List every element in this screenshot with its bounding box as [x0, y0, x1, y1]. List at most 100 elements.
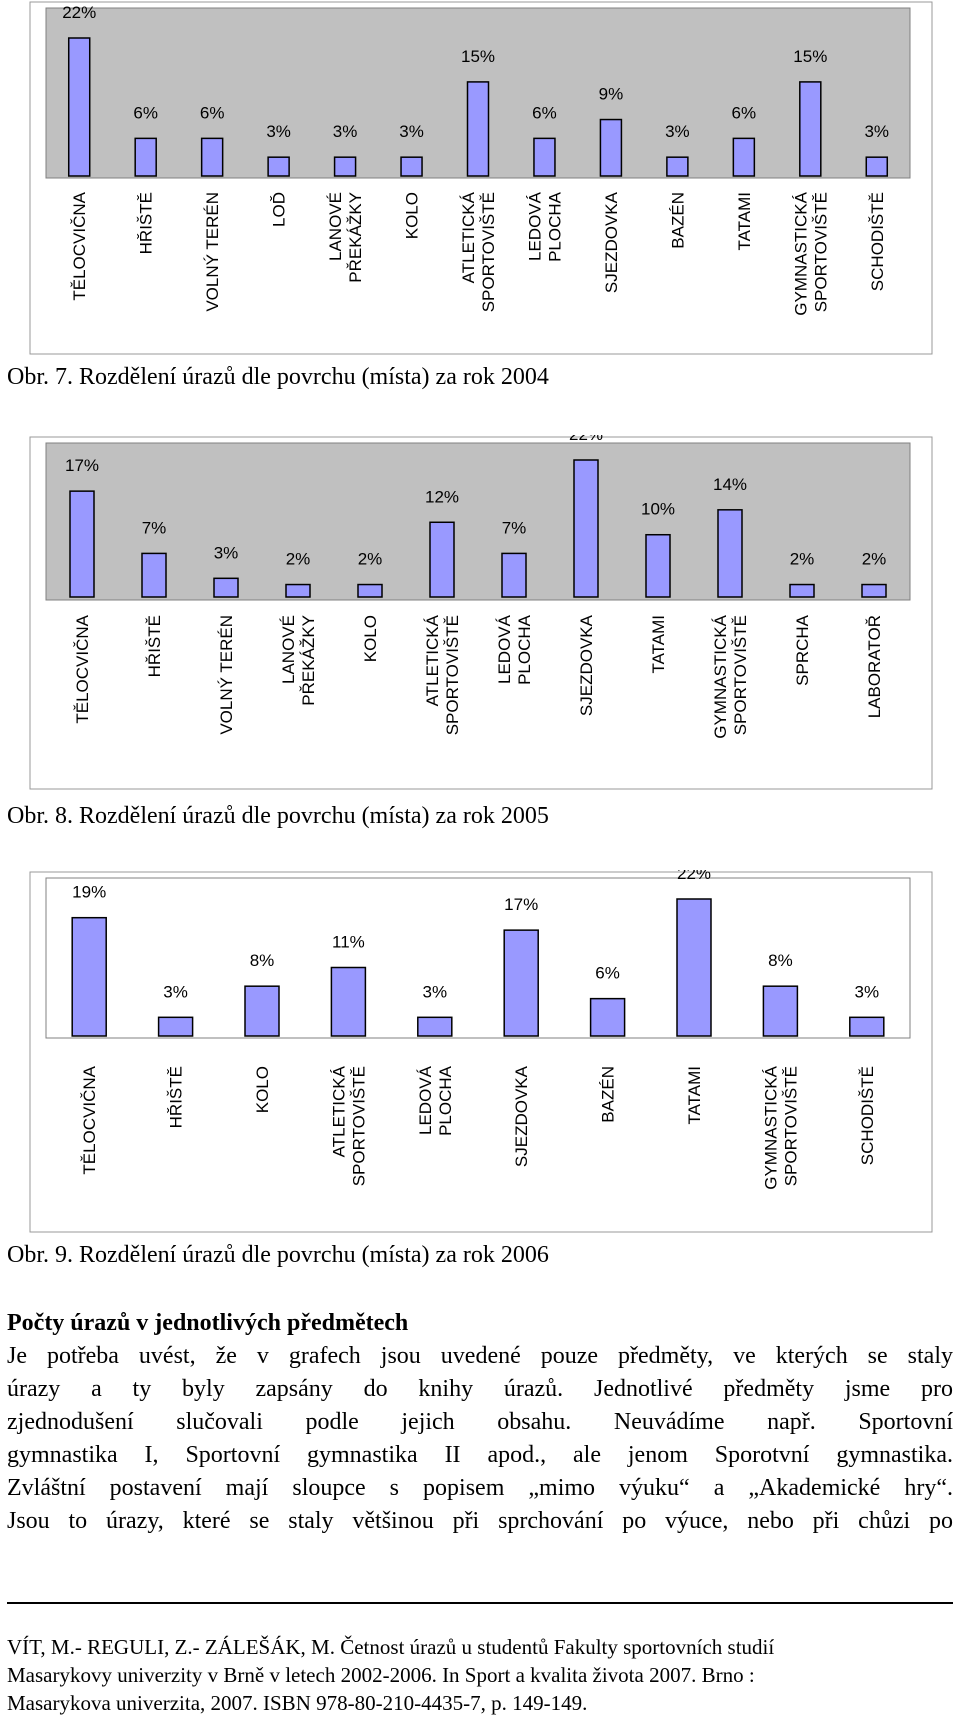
tick-label-line: SPORTOVIŠTĚ [479, 192, 498, 312]
footer-citation-line: Masarykovy univerzity v Brně v letech 20… [7, 1663, 755, 1687]
bar [213, 577, 239, 598]
tick-label: TATAMI [735, 192, 754, 251]
bar [69, 490, 95, 598]
bar [599, 118, 623, 177]
tick-label-line: BAZÉN [668, 192, 687, 249]
tick-label: ATLETICKÁ SPORTOVIŠTĚ [329, 1065, 368, 1186]
tick-label: TĚLOCVIČNA [73, 614, 92, 723]
tick-label: SJEZDOVKA [602, 191, 621, 293]
bar [400, 156, 423, 177]
tick-label-line: GYMNASTICKÁ [791, 191, 810, 315]
paragraph-line: gymnastika I, Sportovní gymnastika II ap… [7, 1442, 953, 1468]
data-label: 17% [504, 895, 538, 914]
tick-label: BAZÉN [668, 192, 687, 249]
tick-label: TĚLOCVIČNA [80, 1065, 99, 1174]
tick-label: GYMNASTICKÁ SPORTOVIŠTĚ [791, 191, 830, 315]
tick-label: HŘIŠTĚ [145, 615, 164, 677]
tick-label-line: SPORTOVIŠTĚ [443, 615, 462, 735]
bar [865, 156, 889, 177]
bar [285, 583, 311, 598]
tick-label-line: ATLETICKÁ [329, 1065, 348, 1157]
bar [645, 533, 671, 598]
paragraph-line: zjednodušení slučovali podle jejich obsa… [7, 1409, 953, 1435]
section-heading: Počty úrazů v jednotlivých předmětech [7, 1310, 409, 1336]
figure-caption-2005: Obr. 8. Rozdělení úrazů dle povrchu (mís… [7, 803, 549, 829]
tick-label: SCHODIŠTĚ [868, 192, 887, 291]
tick-label: LABORATOŘ [865, 615, 884, 718]
tick-label-line: ATLETICKÁ [423, 614, 442, 706]
tick-label: LOĎ [270, 192, 289, 227]
tick-label-line: HŘIŠTĚ [137, 192, 156, 254]
tick-label-line: SCHODIŠTĚ [858, 1066, 877, 1165]
tick-label-line: SJEZDOVKA [602, 191, 621, 293]
data-label: 7% [142, 518, 167, 537]
tick-label-line: SPORTOVIŠTĚ [731, 615, 750, 735]
tick-label-line: LEDOVÁ [495, 614, 514, 684]
tick-label-line: PLOCHA [515, 614, 534, 685]
data-label: 11% [332, 933, 365, 952]
tick-label-line: LANOVÉ [326, 192, 345, 261]
tick-label: VOLNÝ TERÉN [203, 192, 222, 312]
paragraph-line: Je potřeba uvést, že v grafech jsou uved… [7, 1343, 953, 1369]
tick-label: GYMNASTICKÁ SPORTOVIŠTĚ [711, 614, 750, 738]
data-label: 19% [72, 883, 106, 902]
tick-label-line: PŘEKÁŽKY [346, 192, 365, 283]
tick-label: LANOVÉ PŘEKÁŽKY [326, 192, 365, 283]
tick-label-line: VOLNÝ TERÉN [203, 192, 222, 312]
tick-label-line: GYMNASTICKÁ [761, 1065, 780, 1189]
data-label: 6% [532, 103, 557, 122]
tick-label: VOLNÝ TERÉN [217, 615, 236, 735]
tick-label: LEDOVÁ PLOCHA [416, 1065, 455, 1136]
tick-label: KOLO [253, 1066, 272, 1113]
tick-label-line: GYMNASTICKÁ [711, 614, 730, 738]
tick-label: GYMNASTICKÁ SPORTOVIŠTĚ [761, 1065, 800, 1189]
tick-label-line: KOLO [361, 615, 380, 662]
tick-label-line: PLOCHA [545, 191, 564, 262]
bar [666, 156, 689, 177]
bar [573, 459, 599, 598]
tick-label: TATAMI [685, 1066, 704, 1125]
bar [244, 985, 280, 1037]
bar [849, 1016, 885, 1037]
data-label: 3% [855, 982, 880, 1001]
tick-label: BAZÉN [599, 1066, 618, 1123]
data-label: 22% [677, 870, 711, 883]
tick-label: LANOVÉ PŘEKÁŽKY [279, 615, 318, 706]
tick-label-line: KOLO [253, 1066, 272, 1113]
tick-label: HŘIŠTĚ [167, 1066, 186, 1128]
data-label: 3% [163, 982, 188, 1001]
tick-label-line: PLOCHA [436, 1065, 455, 1136]
data-label: 3% [333, 122, 358, 141]
tick-label-line: VOLNÝ TERÉN [217, 615, 236, 735]
tick-label-line: LEDOVÁ [525, 191, 544, 261]
tick-label-line: HŘIŠTĚ [145, 615, 164, 677]
bar [429, 521, 455, 598]
bar [267, 156, 290, 177]
footer-citation-line: VÍT, M.- REGULI, Z.- ZÁLEŠÁK, M. Četnost… [7, 1635, 775, 1659]
plot-area [45, 442, 911, 601]
data-label: 3% [266, 122, 291, 141]
data-label: 9% [599, 85, 624, 104]
tick-label-line: SPRCHA [793, 614, 812, 686]
data-label: 12% [425, 487, 459, 506]
tick-label-line: TĚLOCVIČNA [70, 191, 89, 300]
chart-2004: 22% TĚLOCVIČNA 6% HŘIŠTĚ 6% VOLNÝ TERÉN 3% LOĎ 3… [29, 1, 933, 355]
chart-2005: 17% TĚLOCVIČNA 7% HŘIŠTĚ 3% VOLNÝ TERÉN 2% LANO… [29, 435, 933, 790]
data-label: 22% [62, 3, 96, 22]
footer-divider [7, 1602, 953, 1604]
data-label: 2% [286, 550, 311, 569]
tick-label: ATLETICKÁ SPORTOVIŠTĚ [459, 191, 498, 312]
tick-label-line: HŘIŠTĚ [167, 1066, 186, 1128]
bar [676, 898, 712, 1037]
data-label: 2% [358, 550, 383, 569]
tick-label-line: SCHODIŠTĚ [868, 192, 887, 291]
paragraph-line: úrazy a ty byly zapsány do knihy úrazů. … [7, 1376, 953, 1402]
tick-label: SPRCHA [793, 614, 812, 686]
bar [71, 916, 107, 1037]
bar [789, 583, 815, 598]
footer-citation-line: Masarykova univerzita, 2007. ISBN 978-80… [7, 1691, 588, 1715]
tick-label-line: TATAMI [735, 192, 754, 251]
tick-label: TATAMI [649, 615, 668, 674]
bar [717, 509, 743, 598]
data-label: 3% [423, 982, 448, 1001]
